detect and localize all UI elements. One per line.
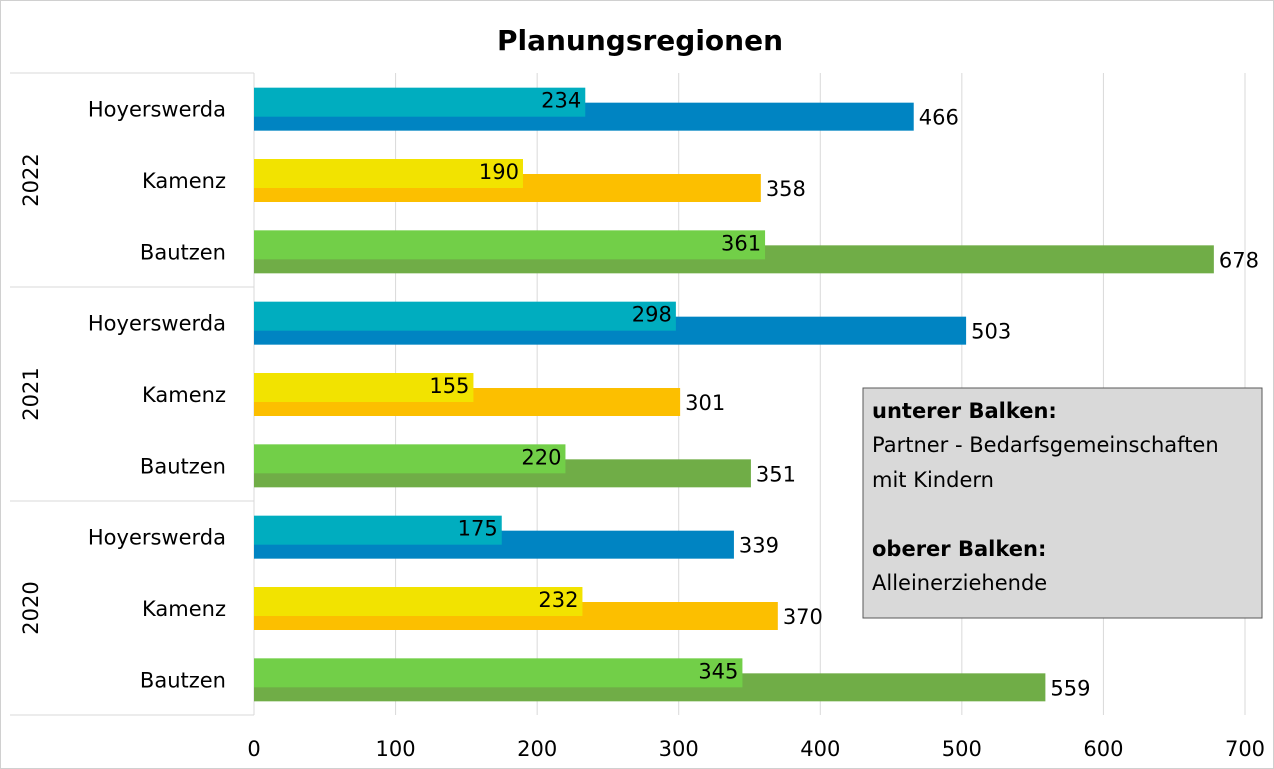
data-label: 559 — [1050, 676, 1090, 700]
data-label: 358 — [766, 177, 806, 201]
x-tick-label: 500 — [942, 737, 982, 761]
data-label: 234 — [541, 89, 581, 113]
data-label: 232 — [538, 588, 578, 612]
x-tick-label: 600 — [1083, 737, 1123, 761]
group-label: 2022 — [19, 153, 43, 206]
y-tick-label: Bautzen — [140, 454, 226, 478]
y-tick-label: Bautzen — [140, 240, 226, 264]
data-label: 503 — [971, 320, 1011, 344]
data-label: 301 — [685, 391, 725, 415]
data-label: 361 — [721, 231, 761, 255]
annotation-text: Partner - Bedarfsgemeinschaften — [872, 433, 1219, 457]
y-tick-label: Kamenz — [142, 383, 226, 407]
data-label: 220 — [521, 445, 561, 469]
data-label: 351 — [756, 462, 796, 486]
annotation-heading: oberer Balken: — [872, 537, 1046, 561]
bar — [254, 658, 743, 688]
y-tick-label: Hoyerswerda — [88, 98, 226, 122]
y-tick-label: Hoyerswerda — [88, 526, 226, 550]
group-label: 2021 — [19, 367, 43, 420]
x-tick-label: 100 — [376, 737, 416, 761]
data-label: 155 — [429, 374, 469, 398]
chart-title: Planungsregionen — [497, 24, 783, 57]
bar — [254, 159, 523, 188]
data-label: 370 — [783, 605, 823, 629]
x-tick-label: 400 — [800, 737, 840, 761]
bar — [254, 587, 583, 616]
bar — [254, 301, 676, 331]
data-label: 190 — [479, 160, 519, 184]
x-tick-label: 0 — [247, 737, 260, 761]
y-tick-label: Bautzen — [140, 668, 226, 692]
y-tick-label: Kamenz — [142, 597, 226, 621]
x-tick-label: 700 — [1225, 737, 1265, 761]
data-label: 678 — [1219, 248, 1259, 272]
data-label: 345 — [698, 659, 738, 683]
annotation-text: mit Kindern — [872, 468, 994, 492]
y-tick-label: Hoyerswerda — [88, 312, 226, 336]
data-label: 466 — [919, 106, 959, 130]
data-label: 175 — [458, 517, 498, 541]
data-label: 339 — [739, 534, 779, 558]
x-tick-label: 300 — [659, 737, 699, 761]
x-tick-label: 200 — [517, 737, 557, 761]
bar — [254, 515, 502, 545]
annotation-box — [862, 387, 1263, 619]
group-label: 2020 — [19, 581, 43, 634]
annotation-text: Alleinerziehende — [872, 571, 1047, 595]
annotation-heading: unterer Balken: — [872, 399, 1057, 423]
bar — [254, 230, 766, 260]
data-label: 298 — [632, 303, 672, 327]
bar — [254, 444, 566, 474]
bar — [254, 87, 586, 117]
bar — [254, 373, 474, 402]
y-tick-label: Kamenz — [142, 169, 226, 193]
